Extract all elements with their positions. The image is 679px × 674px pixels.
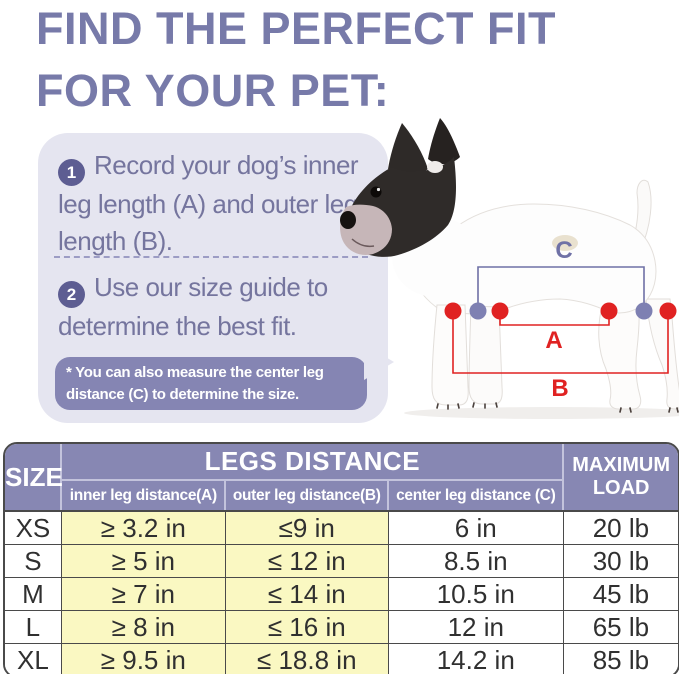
dog-front-leg-inner — [468, 305, 503, 405]
dashed-divider — [54, 256, 368, 258]
dog-front-leg-outer — [431, 304, 469, 406]
measure-dot-front-inner — [491, 302, 509, 320]
col-header-inner-leg: inner leg distance(A) — [61, 479, 227, 512]
step-2-number-badge: 2 — [58, 281, 85, 308]
step-1-text: Record your dog’s inner leg length (A) a… — [58, 150, 359, 256]
measure-dot-center-rear — [635, 302, 653, 320]
size-cell: M — [5, 577, 62, 611]
table-row-xl: XL ≥ 9.5 in ≤ 18.8 in 14.2 in 85 lb — [5, 643, 678, 674]
max-load-cell: 20 lb — [562, 510, 678, 545]
table-row-s: S ≥ 5 in ≤ 12 in 8.5 in 30 lb — [5, 544, 678, 578]
table-row-l: L ≥ 8 in ≤ 16 in 12 in 65 lb — [5, 610, 678, 644]
size-cell: XS — [5, 510, 62, 545]
measure-dot-front-outer — [444, 302, 462, 320]
measure-dot-rear-inner — [600, 302, 618, 320]
page-title-line2: FOR YOUR PET: — [36, 65, 390, 116]
col-header-maximum-load: MAXIMUM LOAD — [562, 444, 678, 512]
measure-label-b: B — [551, 375, 568, 402]
outer-leg-cell: ≤ 18.8 in — [224, 643, 389, 674]
col-header-legs-distance: LEGS DISTANCE — [61, 444, 564, 480]
inner-leg-cell: ≥ 3.2 in — [60, 510, 226, 545]
outer-leg-cell: ≤ 16 in — [224, 610, 389, 644]
size-cell: XL — [5, 643, 62, 674]
table-row-xs: XS ≥ 3.2 in ≤9 in 6 in 20 lb — [5, 510, 678, 545]
dog-crown-spot — [427, 161, 443, 173]
max-load-cell: 45 lb — [562, 577, 678, 611]
measure-label-a: A — [545, 327, 562, 354]
center-leg-cell: 10.5 in — [387, 577, 564, 611]
col-header-outer-leg: outer leg distance(B) — [225, 479, 390, 512]
col-header-center-leg: center leg distance (C) — [388, 479, 564, 512]
center-leg-cell: 14.2 in — [387, 643, 564, 674]
measure-dot-rear-outer — [659, 302, 677, 320]
outer-leg-cell: ≤ 12 in — [224, 544, 389, 578]
measure-line-c — [477, 266, 645, 311]
outer-leg-cell: ≤ 14 in — [224, 577, 389, 611]
center-leg-cell: 6 in — [387, 510, 564, 545]
dog-ear-front — [388, 123, 428, 176]
measurement-annotations: C A B — [444, 237, 677, 402]
dog-mouth — [351, 238, 375, 248]
inner-leg-cell: ≥ 8 in — [60, 610, 226, 644]
inner-leg-cell: ≥ 9.5 in — [60, 643, 226, 674]
table-row-m: M ≥ 7 in ≤ 14 in 10.5 in 45 lb — [5, 577, 678, 611]
measure-line-b — [452, 311, 669, 374]
col-header-size: SIZE — [5, 444, 63, 512]
dog-head — [340, 118, 460, 257]
max-load-cell: 65 lb — [562, 610, 678, 644]
instruction-bubble: 1 Record your dog’s inner leg length (A) … — [38, 133, 388, 423]
size-table: SIZE LEGS DISTANCE MAXIMUM LOAD inner le… — [5, 444, 678, 674]
size-table-container: SIZE LEGS DISTANCE MAXIMUM LOAD inner le… — [3, 442, 679, 674]
inner-leg-cell: ≥ 7 in — [60, 577, 226, 611]
page-title-line1: FIND THE PERFECT FIT — [36, 3, 556, 54]
dog-ear-back — [428, 118, 460, 165]
measure-dot-center-front — [469, 302, 487, 320]
dog-eye — [370, 186, 382, 198]
dog-rear-leg-inner — [598, 302, 642, 410]
bubble-tail — [364, 344, 394, 380]
center-leg-cell: 8.5 in — [387, 544, 564, 578]
measure-line-a — [499, 311, 610, 326]
measure-label-c: C — [555, 237, 572, 264]
dog-body-spot — [552, 235, 578, 251]
dog-toe-nails — [436, 402, 679, 413]
table-header-row-1: SIZE LEGS DISTANCE MAXIMUM LOAD — [5, 444, 678, 512]
max-load-cell: 30 lb — [562, 544, 678, 578]
center-leg-cell: 12 in — [387, 610, 564, 644]
size-cell: S — [5, 544, 62, 578]
max-load-cell: 85 lb — [562, 643, 678, 674]
dog-eye-glint — [376, 187, 381, 192]
table-header-row-2: inner leg distance(A) outer leg distance… — [5, 479, 678, 512]
page-title: FIND THE PERFECT FIT FOR YOUR PET: — [36, 0, 656, 122]
dog-shadow — [404, 407, 679, 419]
outer-leg-cell: ≤9 in — [224, 510, 389, 545]
step-2: 2 Use our size guide to determine the bes… — [58, 269, 384, 345]
step-1-number-badge: 1 — [58, 159, 85, 186]
inner-leg-cell: ≥ 5 in — [60, 544, 226, 578]
dog-measurement-diagram: C A B — [340, 118, 679, 419]
measure-note: * You can also measure the center leg di… — [55, 357, 367, 410]
dog-photo — [340, 118, 679, 413]
dog-nose — [340, 211, 356, 229]
size-cell: L — [5, 610, 62, 644]
step-1: 1 Record your dog’s inner leg length (A) … — [58, 147, 384, 260]
step-2-text: Use our size guide to determine the best… — [58, 272, 328, 341]
